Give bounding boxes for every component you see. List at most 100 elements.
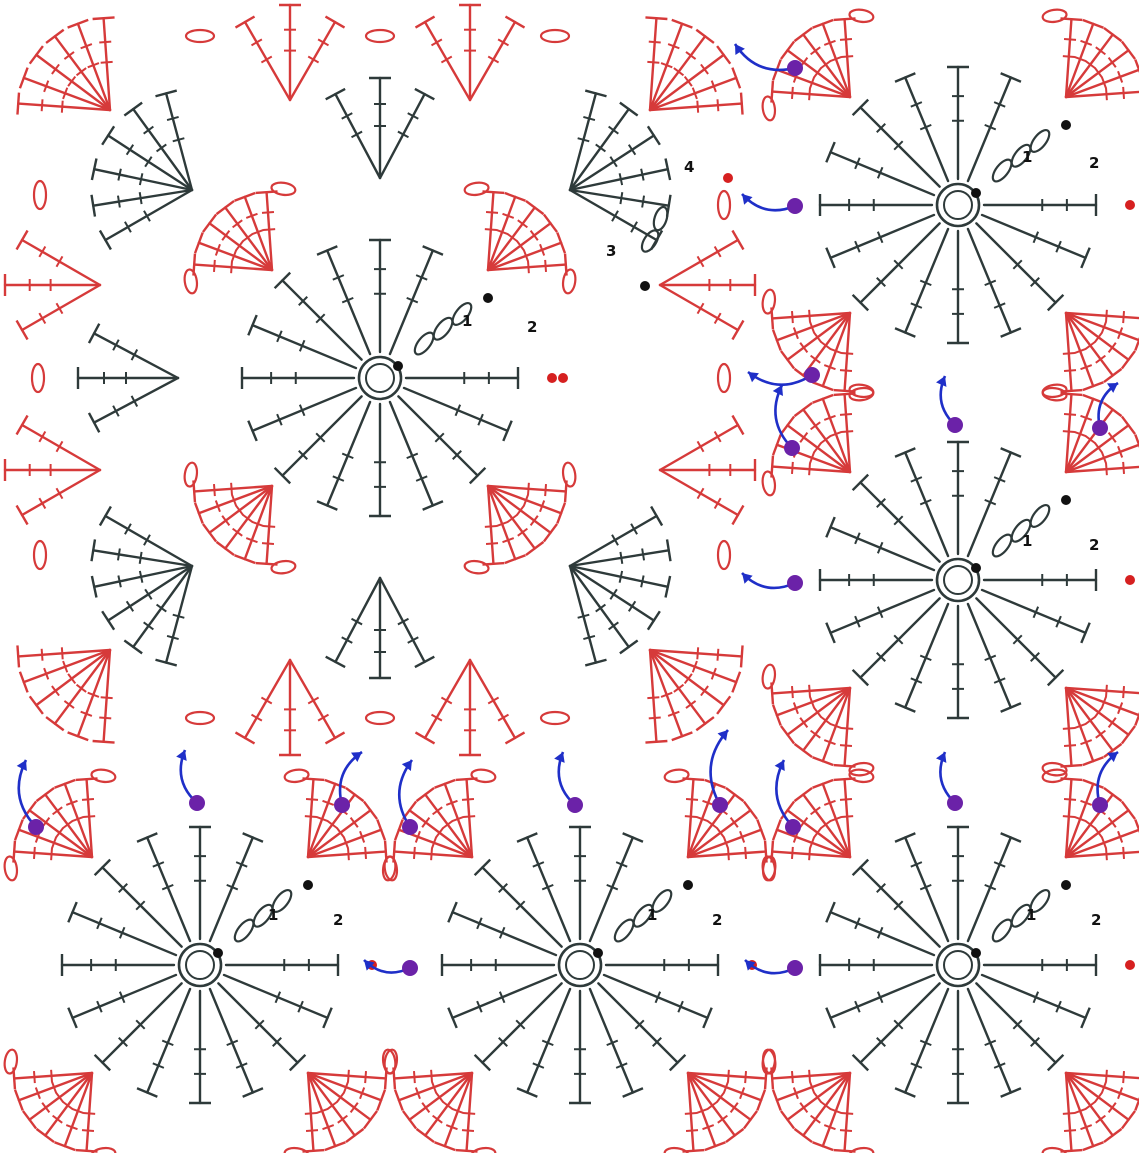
stitch-stem	[843, 1071, 852, 1153]
stitch-top-bar	[716, 695, 732, 715]
stitch-tick	[317, 713, 329, 722]
stitch-tick	[839, 1129, 853, 1132]
stitch-tick	[791, 685, 794, 699]
join-marker	[733, 43, 803, 76]
stitch-tick	[919, 1039, 932, 1047]
stitch-tick	[1105, 309, 1108, 322]
stitch-stem	[197, 484, 274, 515]
stitch-stem	[423, 20, 472, 102]
stitch-tick	[1084, 1101, 1096, 1110]
stitch-stem	[1064, 1071, 1114, 1137]
stitch-stem	[402, 386, 509, 433]
stitch-top-bar	[345, 1127, 365, 1144]
stitch-tick	[727, 848, 730, 861]
stitch-tick	[81, 1129, 95, 1132]
stitch-top-bar	[67, 1007, 78, 1029]
stitch-tick	[820, 820, 832, 829]
chain-oval	[716, 362, 732, 394]
stitch-stem	[843, 17, 852, 99]
start-dot	[213, 948, 223, 958]
chain-oval	[716, 189, 732, 221]
stitch-tick	[230, 494, 238, 507]
chain-oval	[991, 918, 1013, 943]
stitch-stem	[686, 809, 752, 859]
stitch-top-bar	[1103, 26, 1123, 43]
stitch-top-bar	[98, 229, 112, 251]
stitch-tick	[691, 87, 698, 100]
stitch-tick	[1063, 413, 1077, 416]
stitch-tick	[1012, 634, 1023, 645]
stitch-tick	[744, 1070, 747, 1084]
stitch-tick	[1117, 830, 1124, 843]
stitch-tick	[829, 815, 842, 823]
stitch-tick	[1074, 430, 1087, 438]
stitch-top-bar	[542, 213, 559, 233]
stitch-stem	[829, 213, 936, 260]
stitch-stem	[281, 395, 363, 477]
stitch-tick	[461, 1129, 475, 1132]
join-arrow	[774, 384, 793, 449]
stitch-top-bar	[90, 539, 97, 562]
stitch-top-bar	[1082, 18, 1104, 29]
chain-oval	[539, 710, 571, 726]
stitch-top-bar	[45, 716, 65, 732]
stitch-stem	[217, 982, 299, 1064]
stitch-stem	[306, 782, 337, 859]
stitch-tick	[55, 255, 64, 268]
stitch-stem	[802, 33, 852, 99]
stitch-tick	[1094, 1091, 1103, 1103]
stitch-top-bar	[1134, 337, 1139, 351]
stitch-tick	[722, 1081, 730, 1094]
stitch-tick	[854, 1000, 861, 1013]
stitch-top-bar	[1080, 1007, 1091, 1029]
round-label-4: 4	[684, 158, 694, 176]
stitch-top-bar	[516, 832, 538, 843]
stitch-top-bar	[1000, 327, 1022, 338]
stitch-stem	[281, 279, 363, 361]
stitch-top-bar	[671, 731, 693, 742]
stitch-tick	[654, 991, 662, 1004]
stitch-tick	[96, 1000, 103, 1013]
stitch-tick	[829, 722, 842, 730]
stitch-stem	[648, 648, 684, 738]
stitch-tick	[144, 156, 153, 168]
stitch-tick	[606, 1039, 619, 1047]
stitch-tick	[808, 1069, 811, 1082]
stitch-tick	[451, 1107, 464, 1115]
stitch-stem	[468, 20, 517, 102]
magic-ring-inner	[943, 190, 973, 220]
stitch-top-bar	[234, 15, 256, 29]
stitch-top-bar	[98, 505, 112, 527]
stitch-tick	[143, 210, 151, 222]
stitch-tick	[739, 830, 746, 843]
stitch-tick	[263, 525, 276, 528]
stitch-tick	[984, 1039, 997, 1047]
stitch-stem	[821, 1071, 852, 1148]
stitch-stem	[306, 1071, 337, 1148]
stitch-tick	[1074, 1107, 1087, 1115]
stitch-tick	[235, 1062, 248, 1069]
stitch-tick	[342, 1081, 350, 1094]
stitch-top-bar	[123, 639, 143, 655]
stitch-tick	[161, 1039, 174, 1047]
stitch-tick	[322, 799, 335, 806]
stitch-top-bar	[556, 232, 567, 254]
stitch-tick	[260, 55, 273, 64]
stitch-stem	[197, 241, 274, 272]
chain-oval	[663, 768, 690, 784]
stitch-tick	[517, 219, 528, 229]
stitch-top-bar	[779, 350, 796, 370]
stitch-tick	[1012, 1019, 1023, 1030]
stitch-tick	[337, 1114, 348, 1124]
stitch-tick	[305, 1129, 319, 1132]
stitch-tick	[813, 827, 822, 839]
stitch-stem	[966, 76, 1013, 183]
stitch-stem	[92, 564, 194, 588]
stitch-tick	[1100, 696, 1108, 709]
stitch-tick	[841, 352, 854, 355]
stitch-stem	[859, 982, 941, 1064]
stitch-stem	[568, 188, 670, 207]
stitch-tick	[808, 76, 816, 89]
stitch-tick	[792, 1087, 799, 1100]
stitch-tick	[476, 917, 483, 930]
